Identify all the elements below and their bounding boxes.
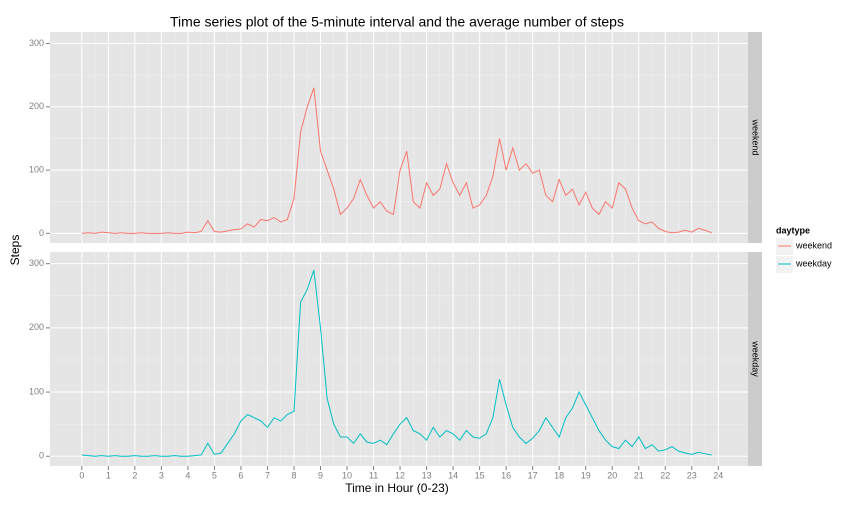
y-tick-label: 300 (29, 258, 44, 268)
y-tick-label: 100 (29, 164, 44, 174)
strip-background (748, 32, 762, 243)
x-tick-label: 3 (159, 470, 164, 480)
y-tick-label: 0 (39, 451, 44, 461)
x-tick-label: 22 (660, 470, 670, 480)
line-series (81, 269, 712, 457)
chart-title: Time series plot of the 5-minute interva… (170, 14, 624, 30)
x-tick-label: 15 (475, 470, 485, 480)
y-tick-label: 0 (39, 228, 44, 238)
x-tick-label: 5 (212, 470, 217, 480)
x-tick-label: 13 (422, 470, 432, 480)
x-tick-label: 16 (501, 470, 511, 480)
x-tick-label: 10 (342, 470, 352, 480)
line-series (81, 87, 712, 234)
y-tick-label: 100 (29, 386, 44, 396)
x-tick-label: 2 (132, 470, 137, 480)
legend-title: daytype (776, 225, 810, 235)
x-tick-label: 12 (395, 470, 405, 480)
x-tick-label: 7 (265, 470, 270, 480)
panel-background (50, 32, 748, 243)
x-tick-label: 19 (581, 470, 591, 480)
y-axis-title: Steps (8, 235, 22, 266)
x-tick-label: 21 (634, 470, 644, 480)
legend-label: weekday (795, 258, 832, 268)
y-tick-label: 300 (29, 38, 44, 48)
x-tick-label: 11 (369, 470, 378, 480)
x-tick-label: 24 (713, 470, 723, 480)
strip-label: weekday (751, 340, 761, 377)
x-tick-label: 14 (448, 470, 458, 480)
strip-background (748, 252, 762, 466)
x-tick-label: 20 (607, 470, 617, 480)
x-tick-label: 17 (528, 470, 538, 480)
y-tick-label: 200 (29, 322, 44, 332)
x-tick-label: 8 (291, 470, 296, 480)
y-tick-label: 200 (29, 101, 44, 111)
legend-label: weekend (795, 240, 832, 250)
x-tick-label: 6 (238, 470, 243, 480)
x-tick-label: 4 (185, 470, 190, 480)
x-tick-label: 1 (106, 470, 111, 480)
x-tick-label: 0 (79, 470, 84, 480)
panel-background (50, 252, 748, 466)
strip-label: weekend (751, 118, 761, 155)
x-tick-label: 18 (554, 470, 564, 480)
x-tick-label: 9 (318, 470, 323, 480)
x-tick-label: 23 (687, 470, 697, 480)
x-axis-title: Time in Hour (0-23) (345, 481, 449, 495)
